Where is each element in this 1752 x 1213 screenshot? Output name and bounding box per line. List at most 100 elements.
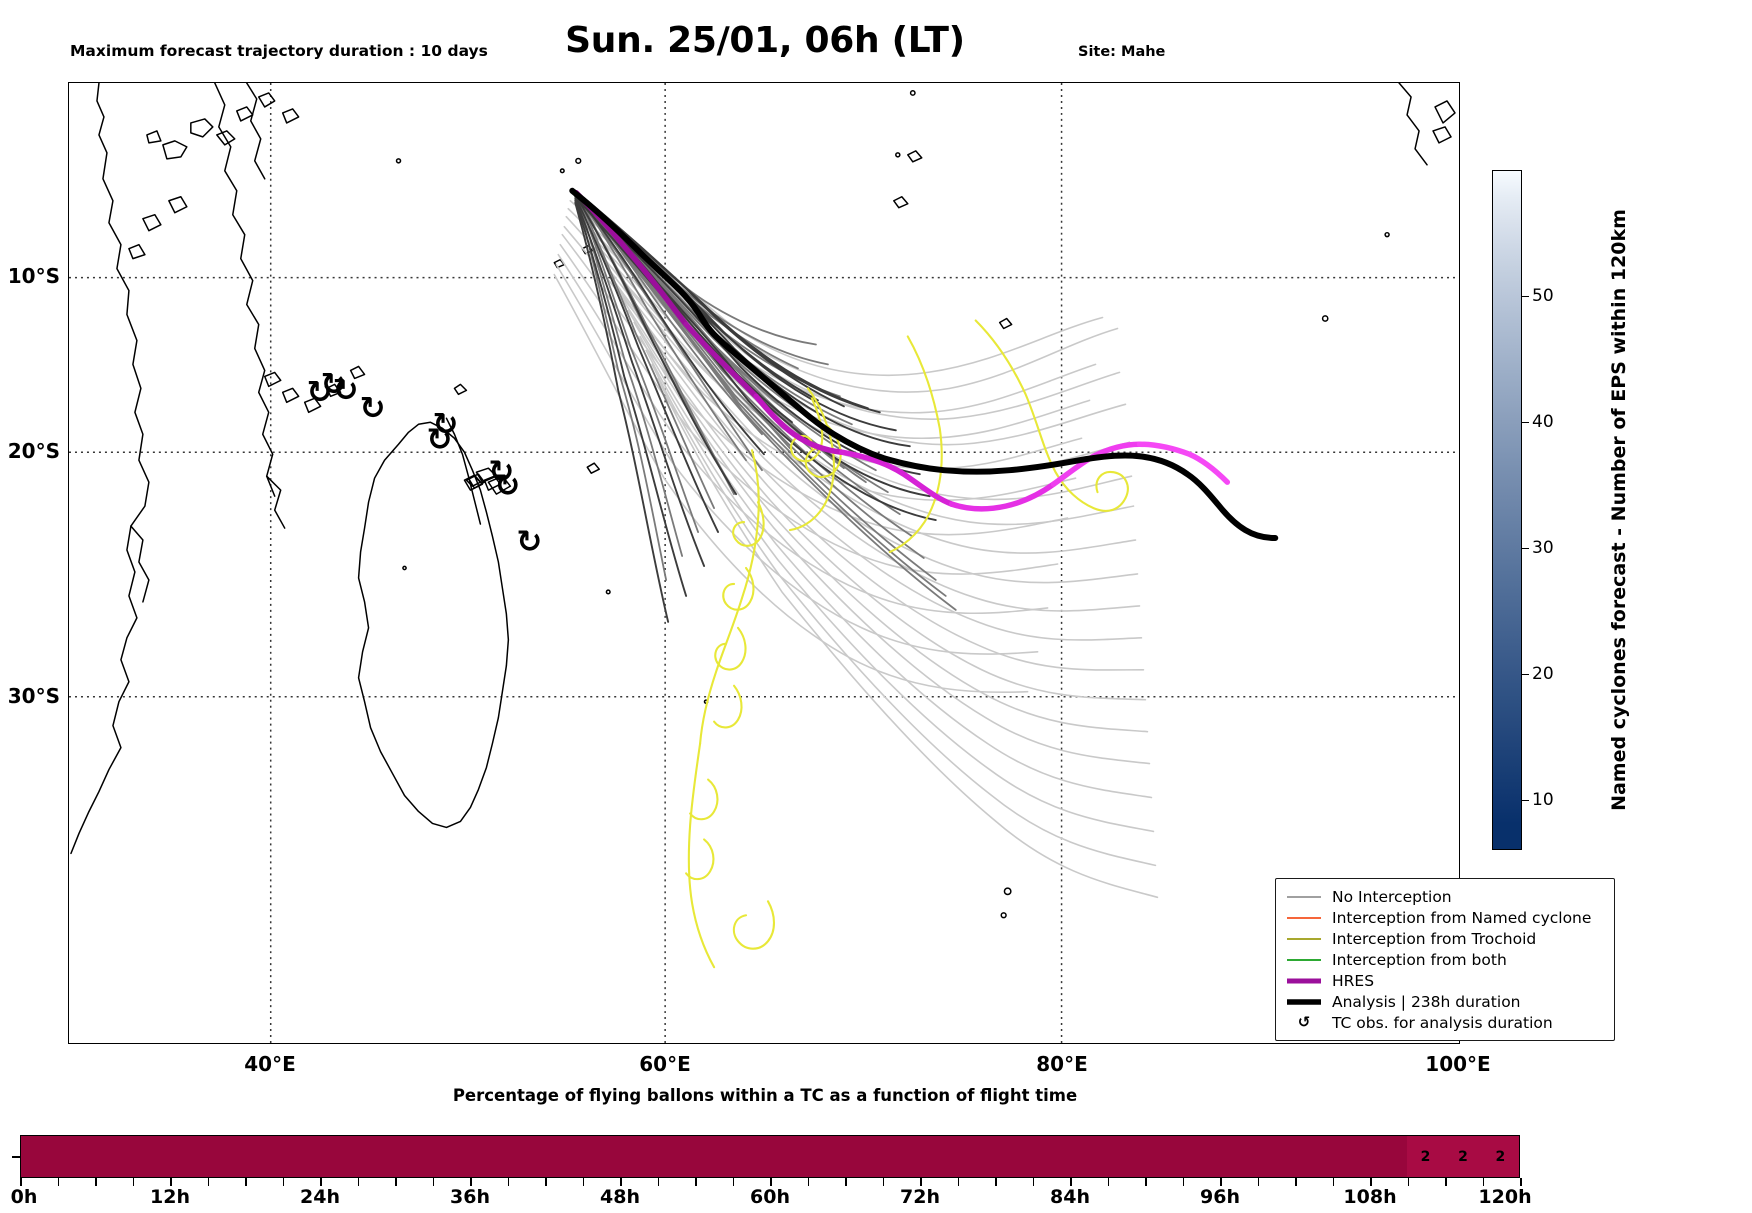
timeline-cell[interactable] xyxy=(1219,1136,1257,1177)
timeline-cell[interactable]: 2 xyxy=(1406,1136,1445,1177)
legend-swatch-line-icon xyxy=(1284,976,1324,986)
timeline-tick xyxy=(1482,1178,1485,1186)
timeline-tick xyxy=(1220,1178,1222,1186)
timeline-cell[interactable] xyxy=(133,1136,171,1177)
timeline-tick xyxy=(170,1178,172,1186)
timeline-cell[interactable] xyxy=(732,1136,771,1177)
timeline-cell[interactable] xyxy=(208,1136,246,1177)
svg-text:↻: ↻ xyxy=(333,372,359,408)
timeline-axis-label: 36h xyxy=(450,1186,490,1208)
colorbar-tick xyxy=(1522,799,1529,801)
lat-tick-label: 10°S xyxy=(7,264,60,288)
timeline-axis-label: 24h xyxy=(300,1186,340,1208)
timeline-tick xyxy=(995,1178,997,1186)
timeline-cell[interactable] xyxy=(358,1136,396,1177)
timeline-cell[interactable] xyxy=(170,1136,209,1177)
timeline-cell[interactable] xyxy=(507,1136,546,1177)
timeline-cell[interactable] xyxy=(695,1136,733,1177)
timeline-cell[interactable] xyxy=(582,1136,621,1177)
colorbar[interactable]: 0 10 20 30 40 50 xyxy=(1492,170,1554,936)
timeline-axis-label: 72h xyxy=(900,1186,940,1208)
timeline-tick xyxy=(470,1178,472,1186)
timeline-cell[interactable] xyxy=(545,1136,583,1177)
timeline-tick xyxy=(245,1178,247,1186)
lon-tick-label: 100°E xyxy=(1425,1052,1491,1076)
timeline-cell[interactable] xyxy=(58,1136,96,1177)
legend-swatch-line-icon xyxy=(1284,934,1324,944)
timeline-tick xyxy=(695,1178,697,1186)
timeline-cell[interactable] xyxy=(1032,1136,1070,1177)
colorbar-tick-label: 40 xyxy=(1532,411,1554,432)
timeline-cell[interactable] xyxy=(957,1136,995,1177)
legend-item-trochoid: Interception from Trochoid xyxy=(1284,928,1604,949)
timeline-tick xyxy=(57,1178,60,1186)
timeline-tick xyxy=(20,1178,22,1186)
cyclone-icon: ↺ xyxy=(1284,1015,1324,1030)
timeline-cell[interactable] xyxy=(620,1136,658,1177)
timeline-cell[interactable]: 2 xyxy=(1481,1136,1520,1177)
timeline-tick xyxy=(732,1178,735,1186)
timeline-cell[interactable] xyxy=(919,1136,958,1177)
timeline-tick xyxy=(1445,1178,1447,1186)
timeline-axis-label: 120h xyxy=(1478,1186,1532,1208)
timeline-tick xyxy=(1520,1178,1522,1186)
timeline-cell[interactable] xyxy=(320,1136,359,1177)
timeline-cell[interactable] xyxy=(882,1136,920,1177)
timeline-cell[interactable] xyxy=(1069,1136,1108,1177)
timeline-cell[interactable]: 2 xyxy=(1444,1136,1482,1177)
timeline-cell[interactable] xyxy=(1144,1136,1183,1177)
legend-item-tc-obs: ↺ TC obs. for analysis duration xyxy=(1284,1012,1604,1033)
timeline-tick-marks xyxy=(20,1178,1522,1187)
svg-text:↻: ↻ xyxy=(360,390,386,426)
timeline-cell[interactable] xyxy=(1369,1136,1407,1177)
colorbar-tick-label: 20 xyxy=(1532,663,1554,684)
timeline-tick xyxy=(807,1178,810,1186)
timeline-cell[interactable] xyxy=(245,1136,284,1177)
svg-text:↻: ↻ xyxy=(494,468,520,504)
timeline-cell[interactable] xyxy=(95,1136,134,1177)
timeline-cell[interactable] xyxy=(470,1136,508,1177)
timeline-cell[interactable] xyxy=(1107,1136,1145,1177)
timeline-tick xyxy=(1145,1178,1147,1186)
lon-tick-label: 60°E xyxy=(639,1052,691,1076)
timeline-cell[interactable] xyxy=(1256,1136,1295,1177)
lon-tick-label: 40°E xyxy=(244,1052,296,1076)
timeline-axis-label: 84h xyxy=(1050,1186,1090,1208)
timeline-cell[interactable] xyxy=(432,1136,471,1177)
timeline-tick xyxy=(282,1178,285,1186)
header-site: Site: Mahe xyxy=(1078,44,1166,60)
legend-label: No Interception xyxy=(1332,887,1452,906)
timeline-cell[interactable] xyxy=(994,1136,1033,1177)
timeline-cell[interactable] xyxy=(1182,1136,1220,1177)
timeline-cell[interactable] xyxy=(283,1136,321,1177)
colorbar-axis-title: Named cyclones forecast - Number of EPS … xyxy=(1604,170,1634,850)
timeline-cell[interactable] xyxy=(770,1136,808,1177)
timeline-tick xyxy=(582,1178,585,1186)
svg-text:↻: ↻ xyxy=(516,524,542,560)
timeline-tick xyxy=(770,1178,772,1186)
timeline-cell[interactable] xyxy=(807,1136,845,1177)
timeline-cell[interactable] xyxy=(1331,1136,1370,1177)
map-panel[interactable]: ↻ ↻ ↻ ↻ ↻ ↻ ↻ ↻ ↻ xyxy=(68,82,1615,1044)
legend-swatch-line-icon xyxy=(1284,892,1324,902)
timeline-cell[interactable] xyxy=(1294,1136,1332,1177)
timeline-tick xyxy=(1070,1178,1072,1186)
timeline-cell[interactable] xyxy=(21,1136,59,1177)
cyclone-glyph: ↺ xyxy=(1297,1013,1311,1031)
trochoid-trajectories xyxy=(685,319,1129,969)
eps-trajectories-light xyxy=(553,191,1159,899)
timeline-cell[interactable] xyxy=(395,1136,433,1177)
timeline-tick xyxy=(920,1178,922,1186)
legend-label: Analysis | 238h duration xyxy=(1332,992,1521,1011)
timeline-cell[interactable] xyxy=(657,1136,696,1177)
svg-text:↻: ↻ xyxy=(307,374,333,410)
colorbar-tick-label: 50 xyxy=(1532,286,1554,306)
graticule xyxy=(69,83,1459,1043)
colorbar-tick-label: 10 xyxy=(1532,789,1554,810)
legend-swatch-line-icon xyxy=(1284,997,1324,1007)
timeline-cell[interactable] xyxy=(844,1136,883,1177)
timeline-tick xyxy=(1407,1178,1410,1186)
colorbar-tick-label: 30 xyxy=(1532,537,1554,558)
